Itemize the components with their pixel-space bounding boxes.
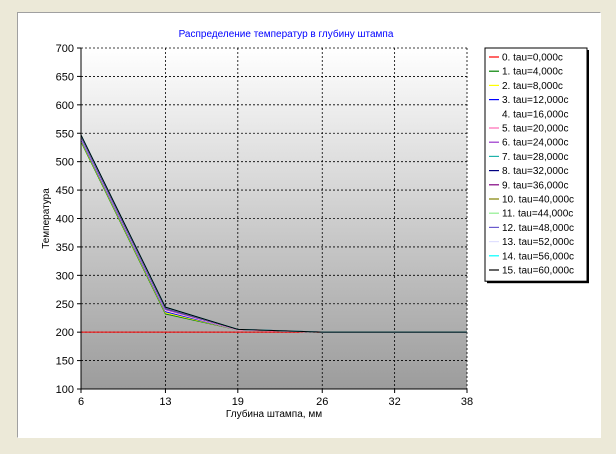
legend-label: 10. tau=40,000c bbox=[502, 195, 574, 206]
legend-box bbox=[484, 47, 588, 282]
x-tick-label: 26 bbox=[316, 396, 328, 408]
legend-label: 8. tau=32,000c bbox=[502, 166, 568, 177]
legend-label: 15. tau=60,000c bbox=[502, 266, 574, 277]
x-tick-label: 32 bbox=[389, 396, 401, 408]
legend-label: 12. tau=48,000c bbox=[502, 223, 574, 234]
legend-label: 5. tau=20,000c bbox=[502, 124, 568, 135]
y-tick-label: 200 bbox=[56, 327, 74, 339]
legend-label: 3. tau=12,000c bbox=[502, 95, 568, 106]
y-axis-title: Температура bbox=[41, 188, 52, 249]
y-tick-label: 600 bbox=[56, 100, 74, 112]
legend-label: 6. tau=24,000c bbox=[502, 138, 568, 149]
y-tick-label: 150 bbox=[56, 356, 74, 368]
y-tick-label: 650 bbox=[56, 71, 74, 83]
y-tick-label: 100 bbox=[56, 384, 74, 396]
y-tick-label: 250 bbox=[56, 299, 74, 311]
y-tick-label: 700 bbox=[56, 43, 74, 55]
legend-label: 0. tau=0,000c bbox=[502, 53, 563, 64]
legend-label: 14. tau=56,000c bbox=[502, 251, 574, 262]
legend-label: 11. tau=44,000c bbox=[502, 209, 573, 220]
temperature-chart: 100 150 200 250 300 350 400 450 500 550 600 650 700 6… bbox=[41, 28, 589, 420]
x-axis-title: Глубина штампа, мм bbox=[226, 408, 322, 420]
legend-label: 13. tau=52,000c bbox=[502, 237, 574, 248]
chart-title: Распределение температур в глубину штамп… bbox=[179, 28, 394, 40]
series-line bbox=[80, 134, 467, 333]
y-tick-label: 350 bbox=[56, 242, 74, 254]
y-tick-label: 550 bbox=[56, 128, 74, 140]
legend-label: 9. tau=36,000c bbox=[502, 180, 568, 191]
x-tick-label: 38 bbox=[461, 396, 473, 408]
chart-panel: 100 150 200 250 300 350 400 450 500 550 600 650 700 6… bbox=[17, 12, 601, 438]
y-tick-label: 400 bbox=[56, 214, 74, 226]
x-tick-label: 19 bbox=[232, 396, 244, 408]
legend-label: 7. tau=28,000c bbox=[502, 152, 568, 163]
y-tick-label: 500 bbox=[56, 157, 74, 169]
x-tick-label: 13 bbox=[159, 396, 171, 408]
y-tick-label: 300 bbox=[56, 270, 74, 282]
legend-label: 1. tau=4,000c bbox=[502, 67, 563, 78]
y-tick-label: 450 bbox=[56, 185, 74, 197]
x-tick-label: 6 bbox=[78, 396, 84, 408]
legend-label: 4. tau=16,000c bbox=[502, 109, 568, 120]
legend-label: 2. tau=8,000c bbox=[502, 81, 563, 92]
